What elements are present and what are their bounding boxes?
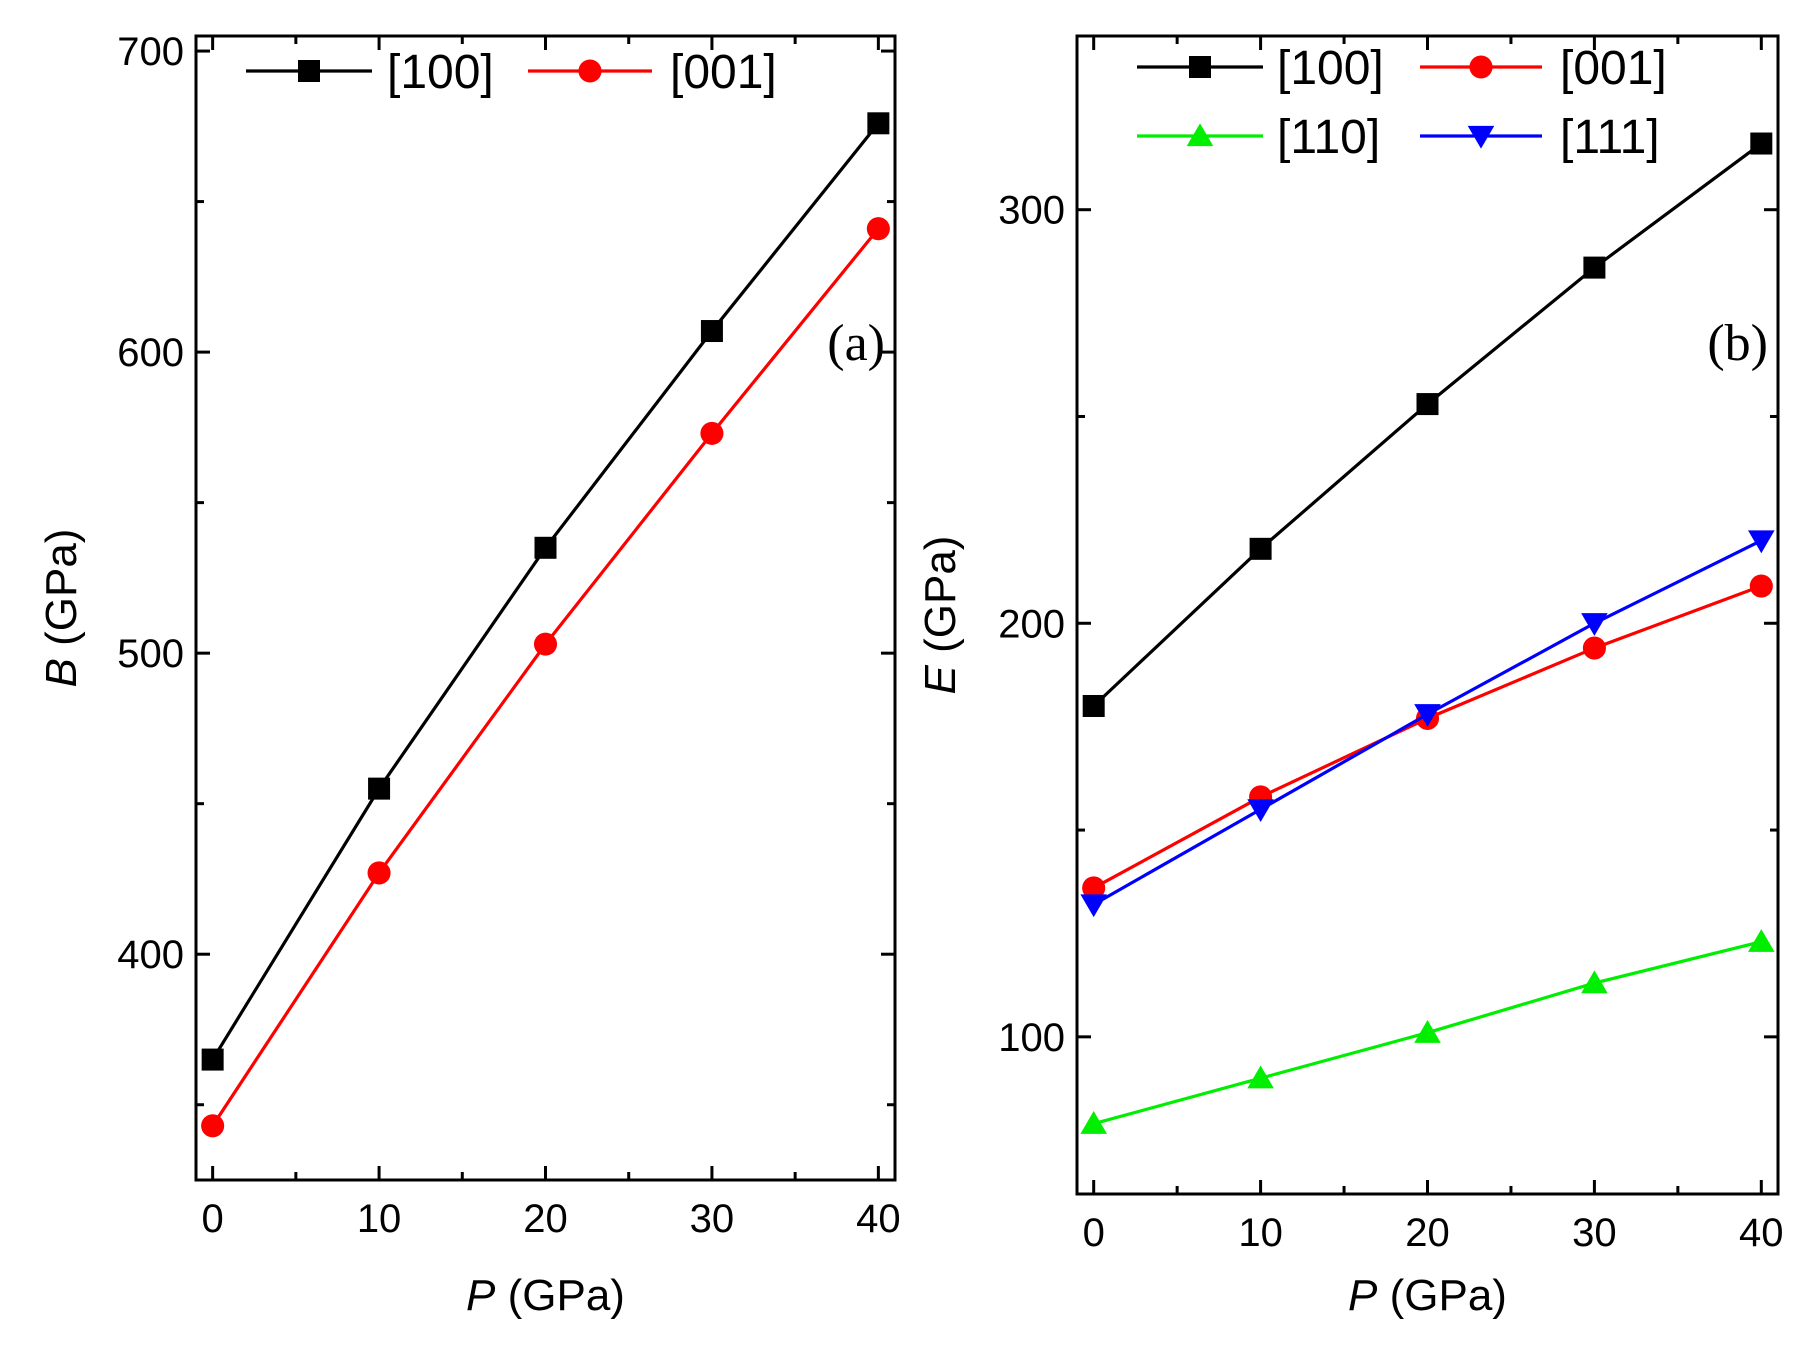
legend-item: [001]: [528, 46, 777, 99]
series-001: [201, 217, 890, 1138]
series-line: [211, 122, 880, 1061]
x-axis-symbol: P: [1348, 1271, 1378, 1320]
data-point: [533, 632, 558, 656]
legend-marker: [1189, 56, 1211, 78]
legend-marker: [1186, 123, 1214, 147]
data-point: [1247, 799, 1274, 823]
data-point: [1414, 1020, 1441, 1043]
y-tick-label: 200: [998, 602, 1065, 646]
x-axis-unit: (GPa): [1377, 1271, 1507, 1320]
x-axis-symbol: P: [466, 1271, 496, 1320]
x-tick-label: 30: [1572, 1211, 1617, 1255]
data-point: [866, 217, 890, 241]
legend-item: [100]: [1137, 42, 1384, 95]
data-point: [1583, 256, 1606, 279]
y-axis-unit: (GPa): [37, 529, 86, 659]
data-point: [1249, 537, 1272, 560]
panel-label: (b): [1707, 315, 1768, 372]
data-point: [1082, 694, 1105, 717]
y-tick-label: 100: [998, 1016, 1065, 1060]
data-point: [1582, 636, 1606, 660]
series-line: [211, 227, 880, 1127]
plot-frame: [194, 34, 897, 1182]
x-tick-label: 40: [856, 1197, 901, 1241]
series-100: [1082, 132, 1773, 717]
data-point: [1082, 876, 1106, 900]
series-line: [1092, 584, 1762, 890]
data-point: [700, 320, 723, 343]
y-tick-label: 500: [117, 632, 184, 676]
legend-item: [001]: [1420, 42, 1667, 95]
legend-marker: [298, 60, 320, 82]
data-point: [201, 1114, 225, 1138]
series-111: [1080, 530, 1775, 918]
data-point: [1080, 894, 1107, 918]
panel-label: (a): [827, 315, 885, 372]
series-100: [201, 112, 890, 1071]
legend-marker: [578, 59, 602, 83]
data-point: [700, 421, 724, 445]
data-point: [1416, 393, 1439, 416]
data-point: [1749, 574, 1773, 598]
y-tick-label: 600: [117, 331, 184, 375]
data-point: [1748, 929, 1775, 952]
data-point: [1748, 530, 1775, 554]
y-axis-label: E (GPa): [916, 536, 965, 695]
x-axis-unit: (GPa): [495, 1271, 625, 1320]
x-tick-label: 10: [1238, 1211, 1283, 1255]
data-point: [1581, 613, 1608, 636]
legend-item: [111]: [1420, 111, 1660, 164]
y-axis-unit: (GPa): [916, 536, 965, 666]
x-tick-label: 20: [523, 1197, 568, 1241]
data-point: [1414, 704, 1441, 727]
x-tick-label: 0: [202, 1197, 224, 1241]
legend-item: [100]: [246, 46, 494, 99]
x-tick-label: 20: [1405, 1211, 1450, 1255]
x-tick-label: 0: [1083, 1211, 1105, 1255]
x-tick-label: 10: [357, 1197, 402, 1241]
series-110: [1080, 929, 1775, 1134]
y-axis-symbol: B: [37, 658, 86, 687]
y-tick-label: 400: [117, 933, 184, 977]
legend-label: [111]: [1560, 111, 1660, 164]
data-point: [534, 536, 557, 559]
data-point: [367, 861, 391, 885]
data-point: [1247, 1065, 1274, 1089]
legend-marker: [1469, 55, 1493, 79]
data-point: [1750, 132, 1773, 155]
legend-label: [100]: [387, 46, 494, 99]
legend-marker: [1467, 125, 1495, 149]
x-tick-label: 40: [1739, 1211, 1784, 1255]
x-axis-label: P (GPa): [1348, 1271, 1507, 1320]
x-tick-label: 30: [690, 1197, 735, 1241]
legend-label: [001]: [670, 46, 777, 99]
data-point: [1080, 1111, 1107, 1134]
data-point: [1581, 970, 1608, 994]
y-tick-label: 300: [998, 189, 1065, 233]
x-axis-label: P (GPa): [466, 1271, 625, 1320]
y-axis-symbol: E: [916, 664, 965, 694]
y-axis-label: B (GPa): [37, 529, 86, 688]
data-point: [867, 112, 890, 135]
data-point: [368, 777, 391, 800]
data-point: [201, 1048, 224, 1071]
legend-label: [110]: [1277, 111, 1380, 164]
y-tick-label: 700: [117, 30, 184, 74]
legend-item: [110]: [1137, 111, 1380, 164]
legend-label: [001]: [1560, 42, 1667, 95]
legend-label: [100]: [1277, 42, 1384, 95]
